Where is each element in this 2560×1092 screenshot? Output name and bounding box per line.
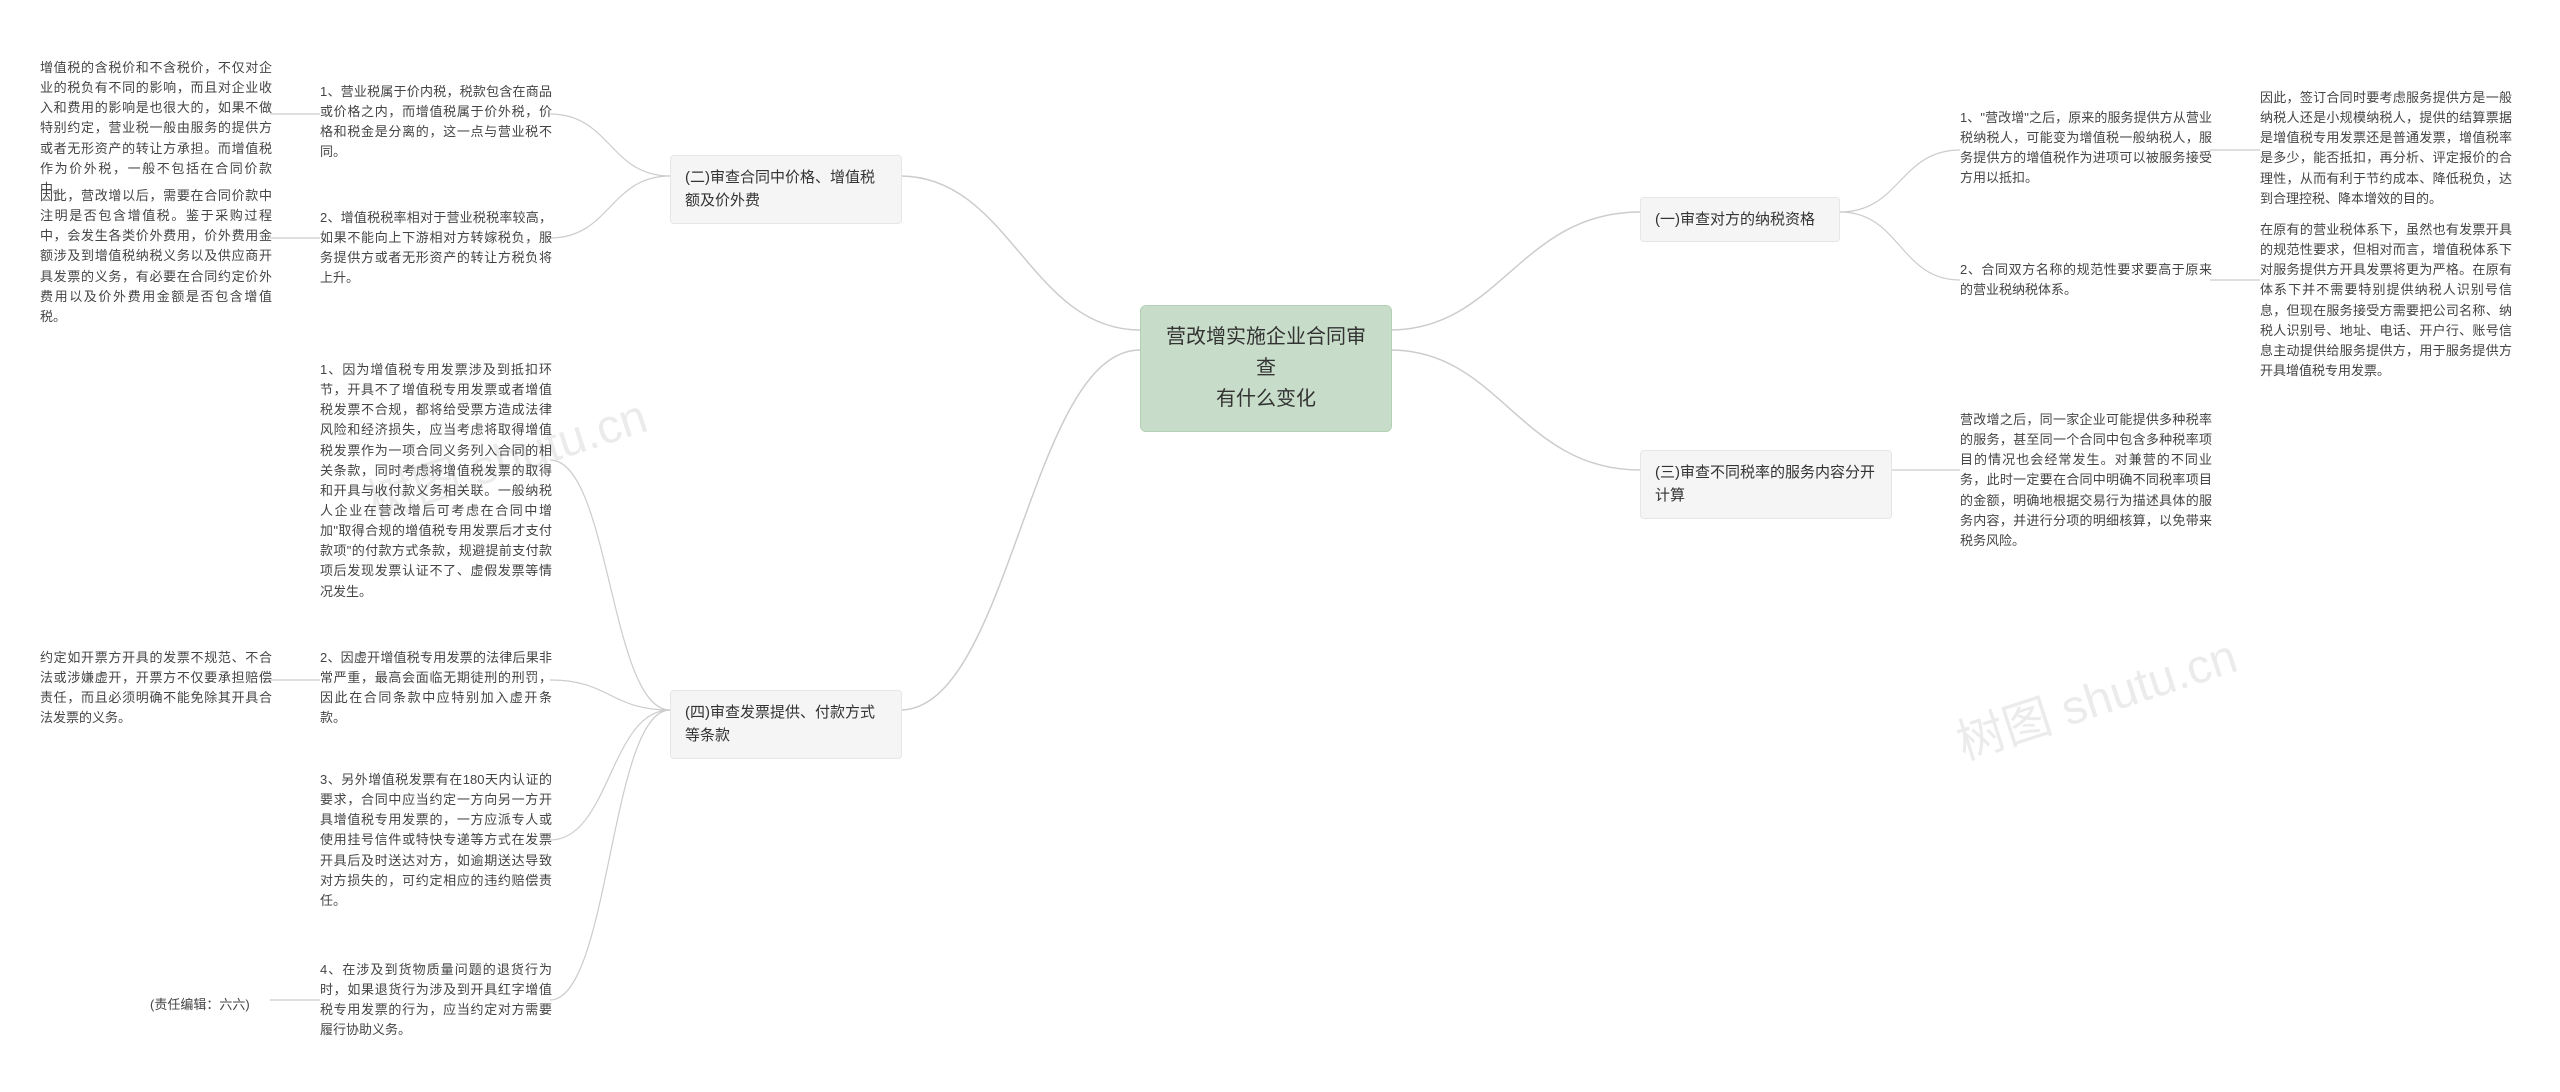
branch-l1[interactable]: (二)审查合同中价格、增值税额及价外费 (670, 155, 902, 224)
leaf-r1b: 2、合同双方名称的规范性要求要高于原来的营业税纳税体系。 (1960, 260, 2212, 300)
leaf-r1a: 1、"营改增"之后，原来的服务提供方从营业税纳税人，可能变为增值税一般纳税人，服… (1960, 108, 2212, 189)
leaf-r2-extra: 营改增之后，同一家企业可能提供多种税率的服务，甚至同一个合同中包含多种税率项目的… (1960, 410, 2212, 551)
leaf-l1a-extra: 增值税的含税价和不含税价，不仅对企业的税负有不同的影响，而且对企业收入和费用的影… (40, 58, 272, 199)
ownership-text: (责任编辑：六六) (150, 994, 250, 1013)
leaf-l2c: 3、另外增值税发票有在180天内认证的要求，合同中应当约定一方向另一方开具增值税… (320, 770, 552, 911)
branch-l2[interactable]: (四)审查发票提供、付款方式等条款 (670, 690, 902, 759)
leaf-r1b-extra: 在原有的营业税体系下，虽然也有发票开具的规范性要求，但相对而言，增值税体系下对服… (2260, 220, 2512, 381)
leaf-l2b-extra: 约定如开票方开具的发票不规范、不合法或涉嫌虚开，开票方不仅要承担赔偿责任，而且必… (40, 648, 272, 729)
leaf-l2a: 1、因为增值税专用发票涉及到抵扣环节，开具不了增值税专用发票或者增值税发票不合规… (320, 360, 552, 602)
branch-r1[interactable]: (一)审查对方的纳税资格 (1640, 197, 1840, 242)
leaf-l2d: 4、在涉及到货物质量问题的退货行为时，如果退货行为涉及到开具红字增值税专用发票的… (320, 960, 552, 1041)
leaf-l1b: 2、增值税税率相对于营业税税率较高，如果不能向上下游相对方转嫁税负，服务提供方或… (320, 208, 552, 289)
leaf-l1a: 1、营业税属于价内税，税款包含在商品或价格之内，而增值税属于价外税，价格和税金是… (320, 82, 552, 163)
branch-r2[interactable]: (三)审查不同税率的服务内容分开计算 (1640, 450, 1892, 519)
center-node[interactable]: 营改增实施企业合同审查有什么变化 (1140, 305, 1392, 432)
leaf-l2b: 2、因虚开增值税专用发票的法律后果非常严重，最高会面临无期徒刑的刑罚，因此在合同… (320, 648, 552, 729)
leaf-l1b-extra: 因此，营改增以后，需要在合同价款中注明是否包含增值税。鉴于采购过程中，会发生各类… (40, 186, 272, 327)
watermark-2: 树图 shutu.cn (1946, 617, 2244, 773)
leaf-r1a-extra: 因此，签订合同时要考虑服务提供方是一般纳税人还是小规模纳税人，提供的结算票据是增… (2260, 88, 2512, 209)
